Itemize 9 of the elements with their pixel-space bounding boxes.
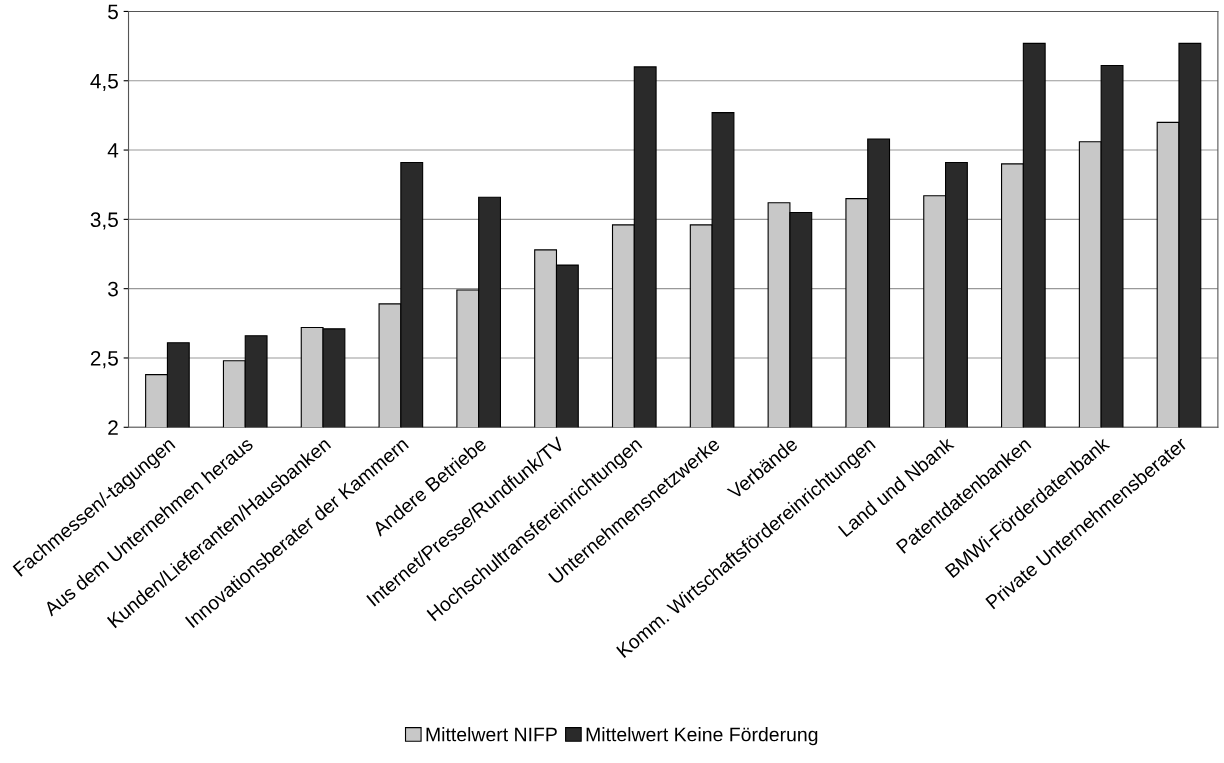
y-tick-label: 2 xyxy=(108,420,118,435)
y-tick-label: 4,5 xyxy=(90,73,118,91)
legend-label: Mittelwert Keine Förderung xyxy=(586,727,818,746)
y-tick-label: 3 xyxy=(108,281,118,297)
y-tick-label: 2,5 xyxy=(90,350,118,369)
legend-label: Mittelwert NIFP xyxy=(426,727,557,742)
y-tick-label: 4 xyxy=(107,143,119,158)
y-tick-label: 3,5 xyxy=(90,212,118,230)
y-tick-label: 5 xyxy=(108,4,118,20)
